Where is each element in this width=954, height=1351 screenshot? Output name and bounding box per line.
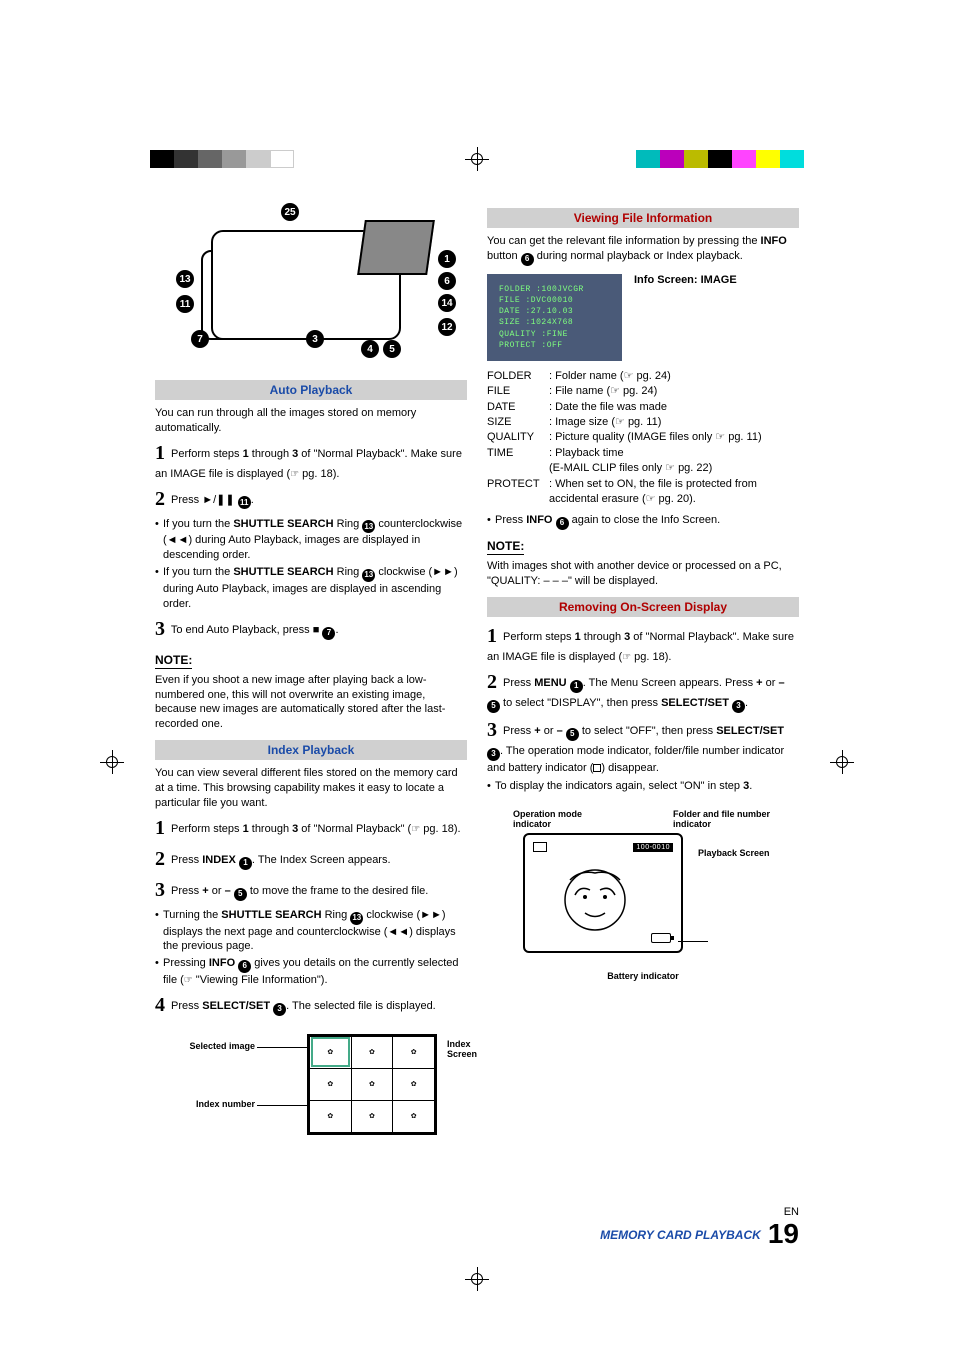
section-title: Removing On-Screen Display — [559, 600, 727, 614]
crosshair-icon — [830, 750, 854, 774]
callout-6: 6 — [438, 272, 456, 290]
section-index-playback: Index Playback — [155, 740, 467, 760]
crosshair-icon — [465, 1267, 489, 1291]
step-3: 3 Press + or – 5 to move the frame to th… — [155, 877, 467, 904]
callout-7: 7 — [191, 330, 209, 348]
callout-12: 12 — [438, 318, 456, 336]
registration-marks — [0, 150, 954, 180]
crosshair-icon — [465, 147, 489, 171]
callout-3: 3 — [306, 330, 324, 348]
footer-section: MEMORY CARD PLAYBACK — [600, 1228, 761, 1242]
right-column: Viewing File Information You can get the… — [487, 200, 799, 1149]
index-grid: ✿✿✿ ✿✿✿ ✿✿✿ — [307, 1034, 437, 1135]
note-heading: NOTE: — [155, 653, 192, 669]
note-text: With images shot with another device or … — [487, 559, 799, 589]
page-footer: EN MEMORY CARD PLAYBACK 19 — [600, 1206, 799, 1250]
step-3: 3 To end Auto Playback, press ■ 7. — [155, 616, 467, 643]
camera-icon — [533, 842, 547, 852]
step-1: 1 Perform steps 1 through 3 of "Normal P… — [155, 815, 467, 842]
section-title: Index Playback — [268, 743, 355, 757]
step-1: 1 Perform steps 1 through 3 of "Normal P… — [155, 440, 467, 482]
step-3: 3 Press + or – 5 to select "OFF", then p… — [487, 717, 799, 776]
info-screen: FOLDER :100JVCGR FILE :DVC00010 DATE :27… — [487, 274, 622, 361]
color-bars — [636, 150, 804, 168]
bullet: Pressing INFO 6 gives you details on the… — [155, 956, 467, 988]
callout-4: 4 — [361, 340, 379, 358]
callout-11: 11 — [176, 295, 194, 313]
battery-label: Battery indicator — [513, 971, 773, 981]
playback-diagram: Operation mode indicator Folder and file… — [513, 809, 773, 981]
section-title: Auto Playback — [270, 383, 353, 397]
intro-text: You can get the relevant file informatio… — [487, 234, 799, 266]
bullet: Turning the SHUTTLE SEARCH Ring 13 clock… — [155, 908, 467, 955]
playback-screen-label: Playback Screen — [698, 848, 770, 858]
playback-screen: 100-0010 — [523, 833, 683, 953]
selected-image-label: Selected image — [165, 1041, 255, 1051]
bullet: Press INFO 6 again to close the Info Scr… — [487, 513, 799, 530]
field-definitions: FOLDER: Folder name (☞ pg. 24) FILE: Fil… — [487, 369, 799, 508]
page-number: 19 — [768, 1218, 799, 1249]
step-1: 1 Perform steps 1 through 3 of "Normal P… — [487, 623, 799, 665]
index-number-label: Index number — [165, 1099, 255, 1109]
camera-illustration: 25 1 6 14 12 5 4 3 7 11 13 — [161, 200, 461, 360]
crosshair-icon — [100, 750, 124, 774]
note-text: Even if you shoot a new image after play… — [155, 673, 467, 732]
callout-5: 5 — [383, 340, 401, 358]
index-diagram: Selected image Index number ✿✿✿ ✿✿✿ ✿✿✿ … — [155, 1029, 467, 1149]
bullet: If you turn the SHUTTLE SEARCH Ring 13 c… — [155, 565, 467, 612]
callout-25: 25 — [281, 203, 299, 221]
section-removing-osd: Removing On-Screen Display — [487, 597, 799, 617]
note-heading: NOTE: — [487, 539, 524, 555]
battery-icon — [651, 933, 671, 943]
bullet: To display the indicators again, select … — [487, 779, 799, 794]
lang-code: EN — [600, 1206, 799, 1218]
callout-1: 1 — [438, 250, 456, 268]
face-sketch-icon — [555, 865, 635, 935]
folder-number: 100-0010 — [633, 843, 673, 852]
index-screen-label: IndexScreen — [447, 1039, 487, 1059]
bullet: If you turn the SHUTTLE SEARCH Ring 13 c… — [155, 517, 467, 564]
info-caption: Info Screen: IMAGE — [634, 274, 737, 286]
step-2: 2 Press INDEX 1. The Index Screen appear… — [155, 846, 467, 873]
callout-14: 14 — [438, 294, 456, 312]
folder-file-label: Folder and file number indicator — [673, 809, 773, 829]
callout-13: 13 — [176, 270, 194, 288]
step-2: 2 Press ►/❚❚ 11. — [155, 486, 467, 513]
left-column: 25 1 6 14 12 5 4 3 7 11 13 Auto Playback… — [155, 200, 467, 1149]
section-viewing-info: Viewing File Information — [487, 208, 799, 228]
grayscale-bars — [150, 150, 294, 168]
intro-text: You can view several different files sto… — [155, 766, 467, 811]
step-2: 2 Press MENU 1. The Menu Screen appears.… — [487, 669, 799, 713]
op-mode-label: Operation mode indicator — [513, 809, 603, 829]
step-4: 4 Press SELECT/SET 3. The selected file … — [155, 992, 467, 1019]
section-title: Viewing File Information — [574, 211, 712, 225]
intro-text: You can run through all the images store… — [155, 406, 467, 436]
section-auto-playback: Auto Playback — [155, 380, 467, 400]
